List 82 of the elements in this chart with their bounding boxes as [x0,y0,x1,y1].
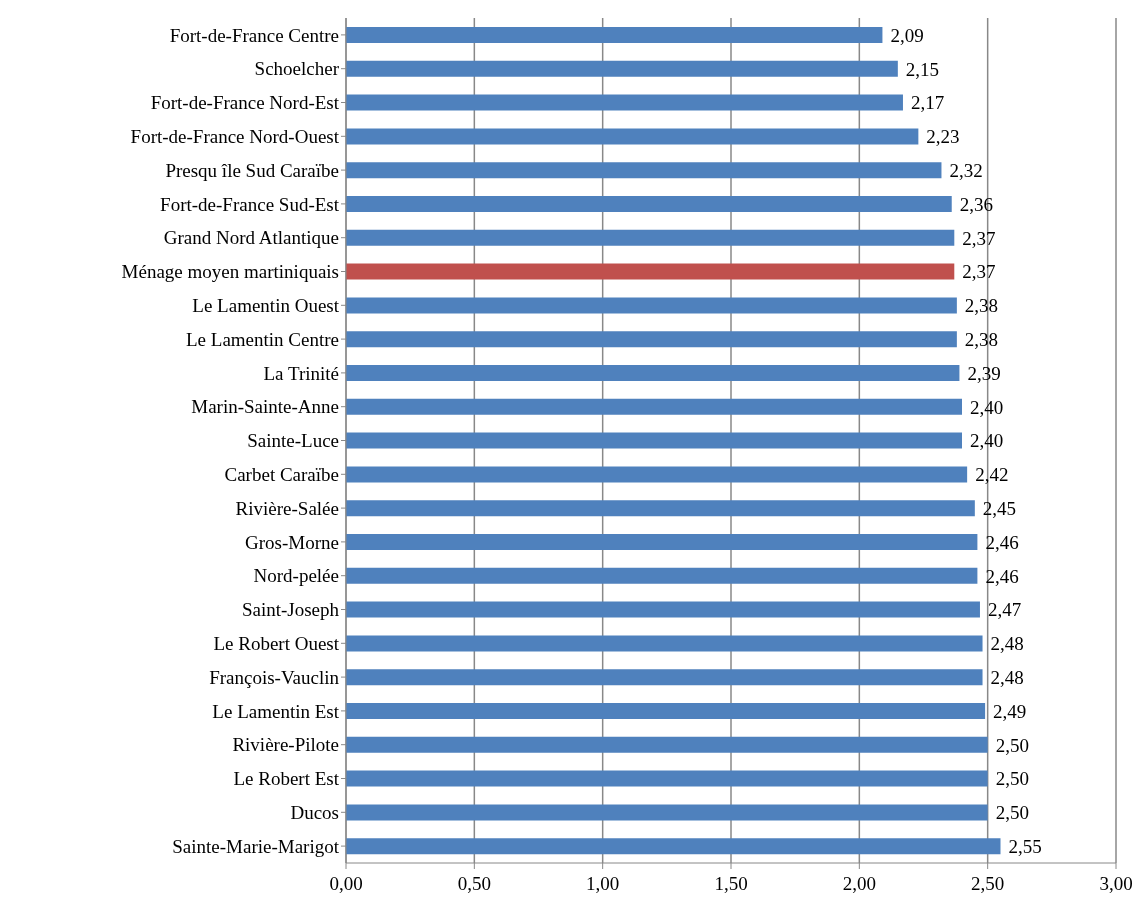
bar [346,60,898,77]
data-label: 2,46 [985,531,1019,553]
data-label: 2,17 [910,92,945,114]
y-tick-label: Le Robert Est [233,768,340,790]
bar [346,398,962,415]
y-tick-label: François-Vauclin [209,666,340,688]
y-tick-label: Le Robert Ouest [213,633,340,655]
bar [346,263,955,280]
data-label: 2,55 [1008,835,1042,857]
x-tick-label: 0,50 [457,873,491,895]
data-label: 2,49 [993,700,1027,722]
data-label: 2,37 [962,227,996,249]
x-tick-label: 3,00 [1099,873,1133,895]
bar [346,365,960,381]
y-tick-label: Ducos [290,802,339,824]
data-label: 2,32 [949,159,983,181]
y-tick-label: Sainte-Marie-Marigot [172,835,340,857]
data-label: 2,45 [982,497,1017,519]
data-label: 2,46 [985,565,1019,587]
y-tick-label: Presqu île Sud Caraïbe [165,159,339,181]
bar [346,162,942,179]
data-label: 2,36 [959,193,993,215]
data-label: 2,42 [975,464,1009,486]
y-tick-label: Fort-de-France Sud-Est [160,193,340,215]
x-tick-label: 2,50 [971,873,1005,895]
bar [346,229,955,246]
y-tick-label: Fort-de-France Centre [169,24,339,46]
bar [346,196,952,212]
bar [346,601,980,618]
data-label: 2,50 [995,768,1029,790]
y-tick-label: Rivière-Pilote [232,734,339,756]
y-tick-label: Schoelcher [254,58,340,80]
bar [346,838,1001,855]
bar [346,128,919,145]
y-tick-label: Fort-de-France Nord-Est [150,92,340,114]
bar [346,297,957,314]
y-tick-label: Sainte-Luce [247,430,339,452]
data-label: 2,48 [990,666,1024,688]
y-tick-label: Grand Nord Atlantique [163,227,339,249]
bar [346,534,978,550]
x-tick-label: 1,00 [586,873,620,895]
data-label: 2,39 [967,362,1001,384]
x-tick-label: 0,00 [329,873,363,895]
bar [346,635,983,652]
data-label: 2,37 [962,261,996,283]
y-tick-label: Nord-pelée [253,565,339,587]
bar [346,432,962,449]
y-tick-label: Le Lamentin Est [212,700,340,722]
data-label: 2,50 [995,802,1029,824]
y-tick-label: Le Lamentin Ouest [192,295,340,317]
x-tick-label: 2,00 [842,873,876,895]
data-label: 2,38 [964,295,999,317]
data-label: 2,40 [970,430,1004,452]
data-label: 2,40 [970,396,1004,418]
bar [346,466,968,483]
bar [346,331,957,348]
y-tick-label: Fort-de-France Nord-Ouest [130,126,340,148]
data-label: 2,23 [926,126,960,148]
data-label: 2,50 [995,734,1029,756]
bar [346,567,978,584]
data-label: 2,15 [905,58,940,80]
y-tick-label: Gros-Morne [245,531,339,553]
data-label: 2,09 [890,24,924,46]
y-tick-label: Rivière-Salée [235,497,339,519]
y-tick-label: Ménage moyen martiniquais [121,261,339,283]
bar [346,804,988,821]
bar [346,500,975,517]
y-tick-label: Le Lamentin Centre [186,328,339,350]
y-tick-label: La Trinité [263,362,339,384]
bar [346,669,983,686]
data-label: 2,38 [964,328,999,350]
data-label: 2,47 [987,599,1022,621]
x-tick-label: 1,50 [714,873,748,895]
y-tick-label: Marin-Sainte-Anne [191,396,339,418]
bar [346,27,883,43]
y-tick-label: Carbet Caraïbe [224,464,339,486]
bar [346,736,988,753]
data-label: 2,48 [990,633,1024,655]
bar [346,94,903,111]
bar [346,703,986,719]
bar [346,770,988,787]
y-tick-label: Saint-Joseph [241,599,340,621]
